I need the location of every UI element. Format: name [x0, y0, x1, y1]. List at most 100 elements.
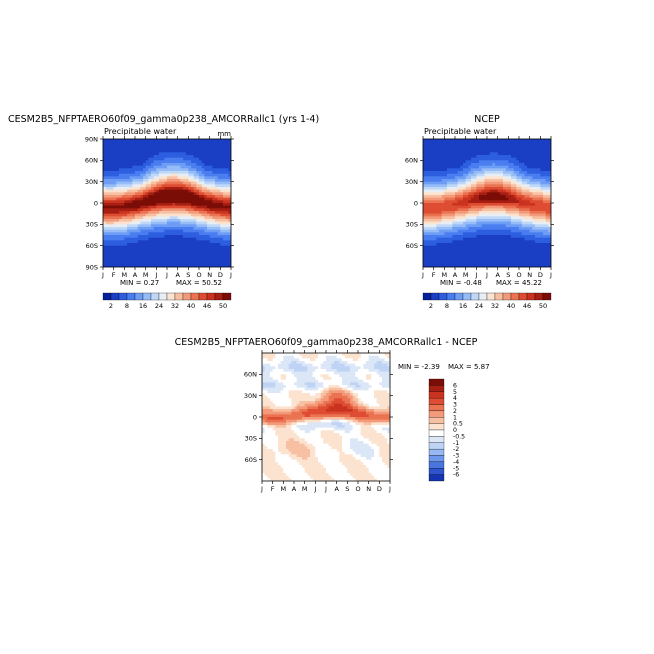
field-cell	[519, 248, 523, 252]
field-cell	[177, 208, 181, 212]
field-cell	[529, 253, 533, 257]
field-cell	[441, 173, 445, 177]
field-cell	[132, 195, 136, 199]
field-cell	[103, 197, 107, 201]
field-cell	[153, 229, 157, 233]
field-cell	[225, 200, 229, 204]
field-cell	[151, 227, 155, 231]
field-cell	[436, 149, 440, 153]
field-cell	[460, 144, 464, 148]
field-cell	[473, 171, 477, 175]
field-cell	[196, 168, 200, 172]
field-cell	[479, 187, 483, 191]
field-cell	[129, 251, 133, 255]
field-cell	[537, 211, 541, 215]
field-cell	[545, 248, 549, 252]
field-cell	[225, 243, 229, 247]
field-cell	[175, 243, 179, 247]
field-cell	[473, 235, 477, 239]
field-cell	[212, 157, 216, 161]
field-cell	[209, 205, 213, 209]
field-cell	[433, 264, 437, 267]
field-cell	[143, 232, 147, 236]
field-cell	[431, 157, 435, 161]
field-cell	[465, 216, 469, 220]
field-cell	[368, 361, 372, 365]
field-cell	[484, 259, 488, 263]
field-cell	[433, 181, 437, 185]
field-cell	[543, 211, 547, 215]
field-cell	[519, 240, 523, 244]
field-cell	[209, 221, 213, 225]
field-cell	[145, 203, 149, 207]
field-cell	[431, 144, 435, 148]
field-cell	[527, 187, 531, 191]
field-cell	[431, 219, 435, 223]
field-cell	[148, 195, 152, 199]
field-cell	[215, 155, 219, 159]
field-cell	[175, 248, 179, 252]
field-cell	[188, 165, 192, 169]
colorbar-swatch	[438, 292, 448, 301]
field-cell	[183, 144, 187, 148]
field-cell	[215, 144, 219, 148]
field-cell	[111, 141, 115, 145]
field-cell	[468, 144, 472, 148]
field-cell	[465, 259, 469, 263]
field-cell	[185, 165, 189, 169]
field-cell	[148, 163, 152, 167]
field-cell	[457, 253, 461, 257]
field-cell	[468, 216, 472, 220]
field-cell	[540, 243, 544, 247]
field-cell	[207, 176, 211, 180]
field-cell	[217, 261, 221, 265]
field-cell	[431, 245, 435, 249]
colorbar-swatch	[486, 292, 496, 301]
field-cell	[508, 200, 512, 204]
field-cell	[492, 149, 496, 153]
field-cell	[465, 144, 469, 148]
field-cell	[444, 213, 448, 217]
field-cell	[148, 245, 152, 249]
field-cell	[476, 216, 480, 220]
field-cell	[127, 221, 131, 225]
field-cell	[111, 149, 115, 153]
field-cell	[441, 245, 445, 249]
field-cell	[296, 355, 300, 359]
field-cell	[439, 213, 443, 217]
field-cell	[433, 261, 437, 265]
field-cell	[140, 187, 144, 191]
field-cell	[449, 189, 453, 193]
field-cell	[228, 245, 231, 249]
field-cell	[132, 205, 136, 209]
field-cell	[148, 216, 152, 220]
field-cell	[212, 192, 216, 196]
field-cell	[299, 355, 303, 359]
field-cell	[535, 251, 539, 255]
field-cell	[433, 216, 437, 220]
field-cell	[425, 141, 429, 145]
field-cell	[484, 197, 488, 201]
field-cell	[444, 157, 448, 161]
field-cell	[433, 165, 437, 169]
field-cell	[113, 147, 117, 151]
field-cell	[529, 189, 533, 193]
field-cell	[535, 189, 539, 193]
field-cell	[209, 139, 213, 143]
field-cell	[201, 165, 205, 169]
field-cell	[532, 165, 536, 169]
field-cell	[532, 141, 536, 145]
field-cell	[132, 237, 136, 241]
field-cell	[113, 149, 117, 153]
field-cell	[177, 259, 181, 263]
field-cell	[228, 248, 231, 252]
field-cell	[199, 240, 203, 244]
field-cell	[199, 264, 203, 267]
field-cell	[124, 176, 128, 180]
field-cell	[124, 147, 128, 151]
field-cell	[161, 203, 165, 207]
field-cell	[180, 195, 184, 199]
field-cell	[457, 139, 461, 143]
field-cell	[476, 192, 480, 196]
field-cell	[545, 181, 549, 185]
